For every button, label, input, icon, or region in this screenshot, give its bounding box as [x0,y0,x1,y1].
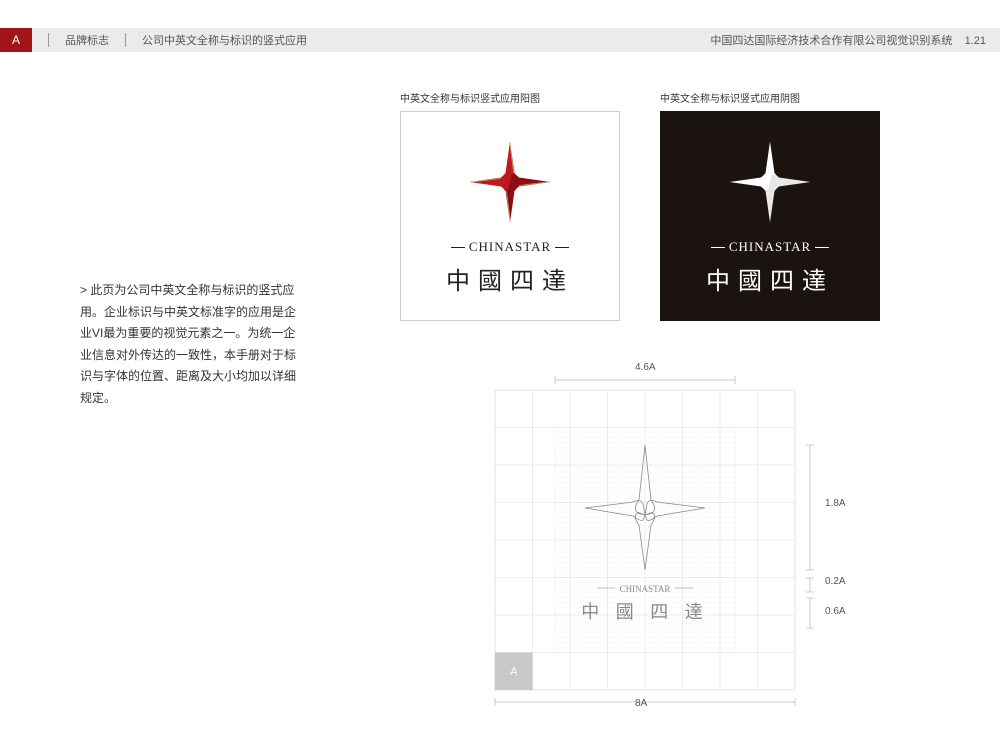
section-label: 品牌标志 [65,32,109,48]
grid-cell-A: A [510,666,518,678]
page-number: 1.21 [965,35,986,47]
star-logo-light [465,137,555,227]
page-title: 公司中英文全称与标识的竖式应用 [142,32,307,48]
en-name-light: CHINASTAR [451,239,569,255]
doc-title: 中国四达国际经济技术合作有限公司视觉识别系统 [710,35,952,47]
arrow-icon: > [80,283,87,297]
grid-svg: CHINASTAR 中 國 四 達 A [475,370,875,710]
grid-cn-name: 中 國 四 達 [581,602,709,622]
dark-panel-label: 中英文全称与标识竖式应用阴图 [660,90,880,105]
divider [125,33,126,47]
header-bar: A 品牌标志 公司中英文全称与标识的竖式应用 中国四达国际经济技术合作有限公司视… [0,28,1000,52]
dim-text: 0.6A [825,606,846,617]
light-panel: 中英文全称与标识竖式应用阳图 CHINASTAR 中國四達 [400,90,620,321]
dim-star: 1.8A [825,498,846,509]
light-logo-box: CHINASTAR 中國四達 [400,111,620,321]
star-logo-dark [725,137,815,227]
dim-bottom: 8A [635,698,647,709]
dim-gap: 0.2A [825,576,846,587]
dark-panel: 中英文全称与标识竖式应用阴图 CHINASTAR 中國四達 [660,90,880,321]
description-text: 此页为公司中英文全称与标识的竖式应用。企业标识与中英文标准字的应用是企业VI最为… [80,283,296,405]
description-block: > 此页为公司中英文全称与标识的竖式应用。企业标识与中英文标准字的应用是企业VI… [80,280,300,410]
cn-name-dark: 中國四達 [706,261,834,296]
grid-en-name: CHINASTAR [620,584,671,594]
dim-top: 4.6A [635,362,656,373]
en-name-dark: CHINASTAR [711,239,829,255]
header-right: 中国四达国际经济技术合作有限公司视觉识别系统 1.21 [710,32,986,48]
logo-panels: 中英文全称与标识竖式应用阳图 CHINASTAR 中國四達 中英文全称与标识竖式… [400,90,880,321]
cn-name-light: 中國四達 [446,261,574,296]
dark-logo-box: CHINASTAR 中國四達 [660,111,880,321]
section-tab: A [0,28,32,52]
light-panel-label: 中英文全称与标识竖式应用阳图 [400,90,620,105]
grid-diagram: CHINASTAR 中 國 四 達 A 4.6A 8A 1.8A 0.2A 0.… [475,370,875,710]
divider [48,33,49,47]
